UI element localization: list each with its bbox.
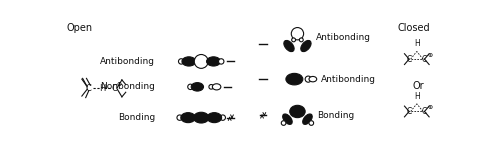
Text: ⊕: ⊕ bbox=[427, 53, 433, 58]
Ellipse shape bbox=[182, 57, 196, 66]
Text: H: H bbox=[414, 92, 420, 101]
Text: Closed: Closed bbox=[398, 23, 430, 33]
Ellipse shape bbox=[290, 105, 305, 118]
Circle shape bbox=[188, 84, 193, 90]
Text: Antibonding: Antibonding bbox=[100, 57, 155, 66]
Circle shape bbox=[300, 38, 303, 42]
Ellipse shape bbox=[302, 114, 312, 124]
Text: Bonding: Bonding bbox=[118, 113, 155, 122]
Ellipse shape bbox=[207, 113, 221, 123]
Text: H: H bbox=[99, 84, 105, 93]
Ellipse shape bbox=[309, 76, 317, 82]
Circle shape bbox=[291, 28, 303, 40]
Text: C: C bbox=[86, 84, 92, 93]
Text: C: C bbox=[422, 107, 427, 116]
Ellipse shape bbox=[207, 57, 220, 66]
Text: Nonbonding: Nonbonding bbox=[100, 82, 155, 91]
Circle shape bbox=[179, 59, 184, 64]
Ellipse shape bbox=[286, 73, 303, 85]
Ellipse shape bbox=[301, 40, 311, 52]
Circle shape bbox=[220, 115, 225, 120]
Circle shape bbox=[177, 115, 182, 120]
Ellipse shape bbox=[213, 84, 221, 90]
Text: C: C bbox=[407, 55, 412, 64]
Text: C: C bbox=[111, 84, 117, 93]
Text: H: H bbox=[414, 39, 420, 48]
Circle shape bbox=[194, 55, 208, 68]
Circle shape bbox=[305, 76, 311, 82]
Ellipse shape bbox=[181, 113, 195, 123]
Text: Open: Open bbox=[66, 23, 93, 33]
Circle shape bbox=[309, 121, 314, 125]
Circle shape bbox=[218, 59, 224, 64]
Text: Antibonding: Antibonding bbox=[321, 75, 376, 84]
Ellipse shape bbox=[193, 112, 209, 123]
Text: ⊕: ⊕ bbox=[116, 82, 121, 87]
Circle shape bbox=[209, 85, 214, 89]
Text: C: C bbox=[422, 55, 427, 64]
Text: Bonding: Bonding bbox=[318, 111, 355, 120]
Ellipse shape bbox=[191, 83, 203, 91]
Text: Antibonding: Antibonding bbox=[316, 33, 371, 42]
Text: Or: Or bbox=[413, 81, 425, 91]
Text: C: C bbox=[407, 107, 412, 116]
Circle shape bbox=[281, 121, 286, 125]
Ellipse shape bbox=[283, 114, 292, 124]
Ellipse shape bbox=[284, 40, 294, 52]
Text: ⊕: ⊕ bbox=[427, 105, 433, 110]
Circle shape bbox=[292, 38, 296, 42]
